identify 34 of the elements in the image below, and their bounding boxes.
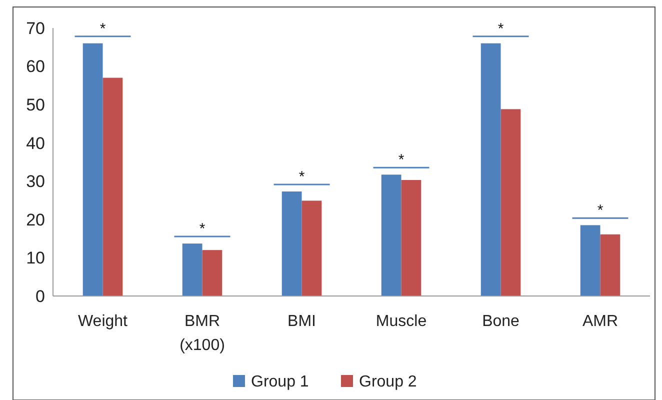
- annotation: *: [100, 20, 106, 38]
- x-tick-label: BMI: [288, 313, 316, 330]
- x-tick-label: AMR: [582, 313, 618, 330]
- y-tick-label: 0: [36, 286, 45, 306]
- y-tick-label: 20: [26, 210, 45, 230]
- y-tick-label: 50: [26, 96, 45, 115]
- bar: [82, 43, 103, 296]
- x-tick-label: Muscle: [376, 313, 427, 330]
- annotation: *: [398, 152, 404, 169]
- annotation: *: [199, 220, 206, 238]
- bar: [182, 244, 202, 296]
- bar: [202, 250, 222, 296]
- y-tick-label: 10: [26, 248, 45, 268]
- bar: [102, 78, 123, 296]
- x-tick-label: Weight: [78, 313, 128, 330]
- bar: [302, 200, 322, 296]
- bar: [401, 180, 422, 296]
- y-tick-label: 60: [26, 57, 45, 76]
- x-tick-label: BMR (x100): [180, 313, 225, 354]
- legend-label: Group 1: [251, 374, 309, 391]
- y-tick-label: 70: [26, 18, 45, 38]
- annotation: *: [498, 20, 504, 38]
- y-tick-label: 40: [26, 134, 45, 153]
- bar: [480, 43, 501, 296]
- bar: [500, 109, 521, 296]
- annotation: *: [298, 168, 305, 186]
- x-tick-label: Bone: [482, 313, 520, 330]
- bar: [282, 191, 302, 296]
- bar: [600, 234, 620, 296]
- y-tick-label: 30: [26, 172, 45, 192]
- bar: [580, 225, 600, 296]
- bar: [381, 174, 402, 296]
- legend-label: Group 2: [359, 374, 417, 391]
- annotation: *: [597, 202, 604, 220]
